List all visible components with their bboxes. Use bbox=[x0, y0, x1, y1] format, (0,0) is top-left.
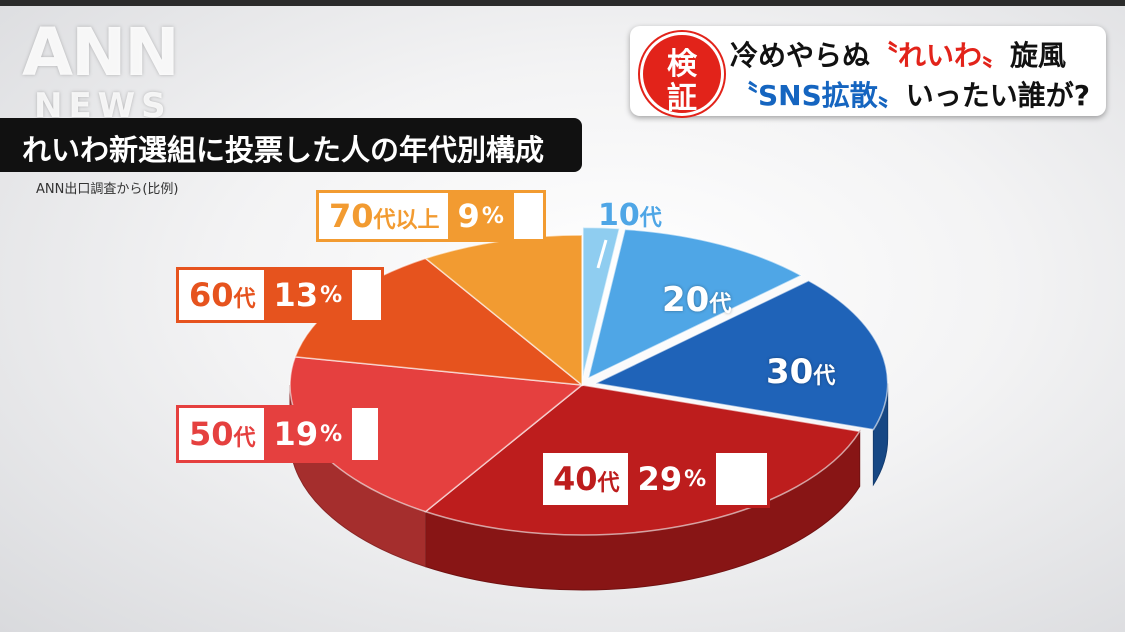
label-category-60代: 60代 bbox=[189, 276, 256, 314]
headline-line-1: 冷めやらぬ〝れいわ〟旋風 bbox=[730, 34, 1066, 74]
label-30代: 30代 bbox=[766, 352, 836, 392]
headline-text-1c: 旋風 bbox=[1010, 39, 1067, 72]
chart-title-bar: れいわ新選組に投票した人の年代別構成 bbox=[0, 118, 582, 172]
label-value-40代: 29% bbox=[627, 453, 717, 505]
chart-title: れいわ新選組に投票した人の年代別構成 bbox=[22, 133, 545, 167]
label-category-40代: 40代 bbox=[553, 460, 620, 498]
label-50代: 50代 19% bbox=[176, 405, 381, 463]
slice-30代 bbox=[593, 279, 889, 431]
label-value-60代: 13% bbox=[263, 270, 353, 320]
badge-char-1: 検 bbox=[667, 47, 697, 82]
slice-20代 bbox=[587, 228, 803, 380]
headline-box: 検 証 冷めやらぬ〝れいわ〟旋風 〝SNS拡散〟いったい誰が? bbox=[630, 26, 1106, 116]
headline-text-2a: 〝SNS拡散〟 bbox=[730, 79, 906, 112]
logo-ann-text: ANN bbox=[22, 14, 180, 91]
headline-text-2b: いったい誰が? bbox=[905, 79, 1091, 112]
label-10代: 10代 bbox=[598, 198, 662, 233]
source-note: ANN出口調査から(比例) bbox=[36, 182, 179, 197]
label-40代: 40代 29% bbox=[540, 450, 770, 508]
headline-line-2: 〝SNS拡散〟いったい誰が? bbox=[730, 74, 1090, 114]
leader-line-10代 bbox=[596, 239, 608, 269]
label-value-70代以上: 9% bbox=[447, 193, 514, 239]
label-20代: 20代 bbox=[662, 280, 732, 320]
label-70代以上: 70代以上 9% bbox=[316, 190, 546, 242]
label-category-50代: 50代 bbox=[189, 415, 256, 453]
label-category-70代以上: 70代以上 bbox=[329, 197, 440, 235]
label-value-50代: 19% bbox=[263, 408, 353, 460]
slice-10代 bbox=[582, 226, 621, 378]
top-bar bbox=[0, 0, 1125, 6]
kensho-badge: 検 証 bbox=[640, 32, 724, 116]
badge-char-2: 証 bbox=[667, 81, 697, 116]
label-60代: 60代 13% bbox=[176, 267, 384, 323]
headline-text-1b: 〝れいわ〟 bbox=[870, 39, 1011, 72]
headline-text-1a: 冷めやらぬ bbox=[730, 39, 871, 72]
